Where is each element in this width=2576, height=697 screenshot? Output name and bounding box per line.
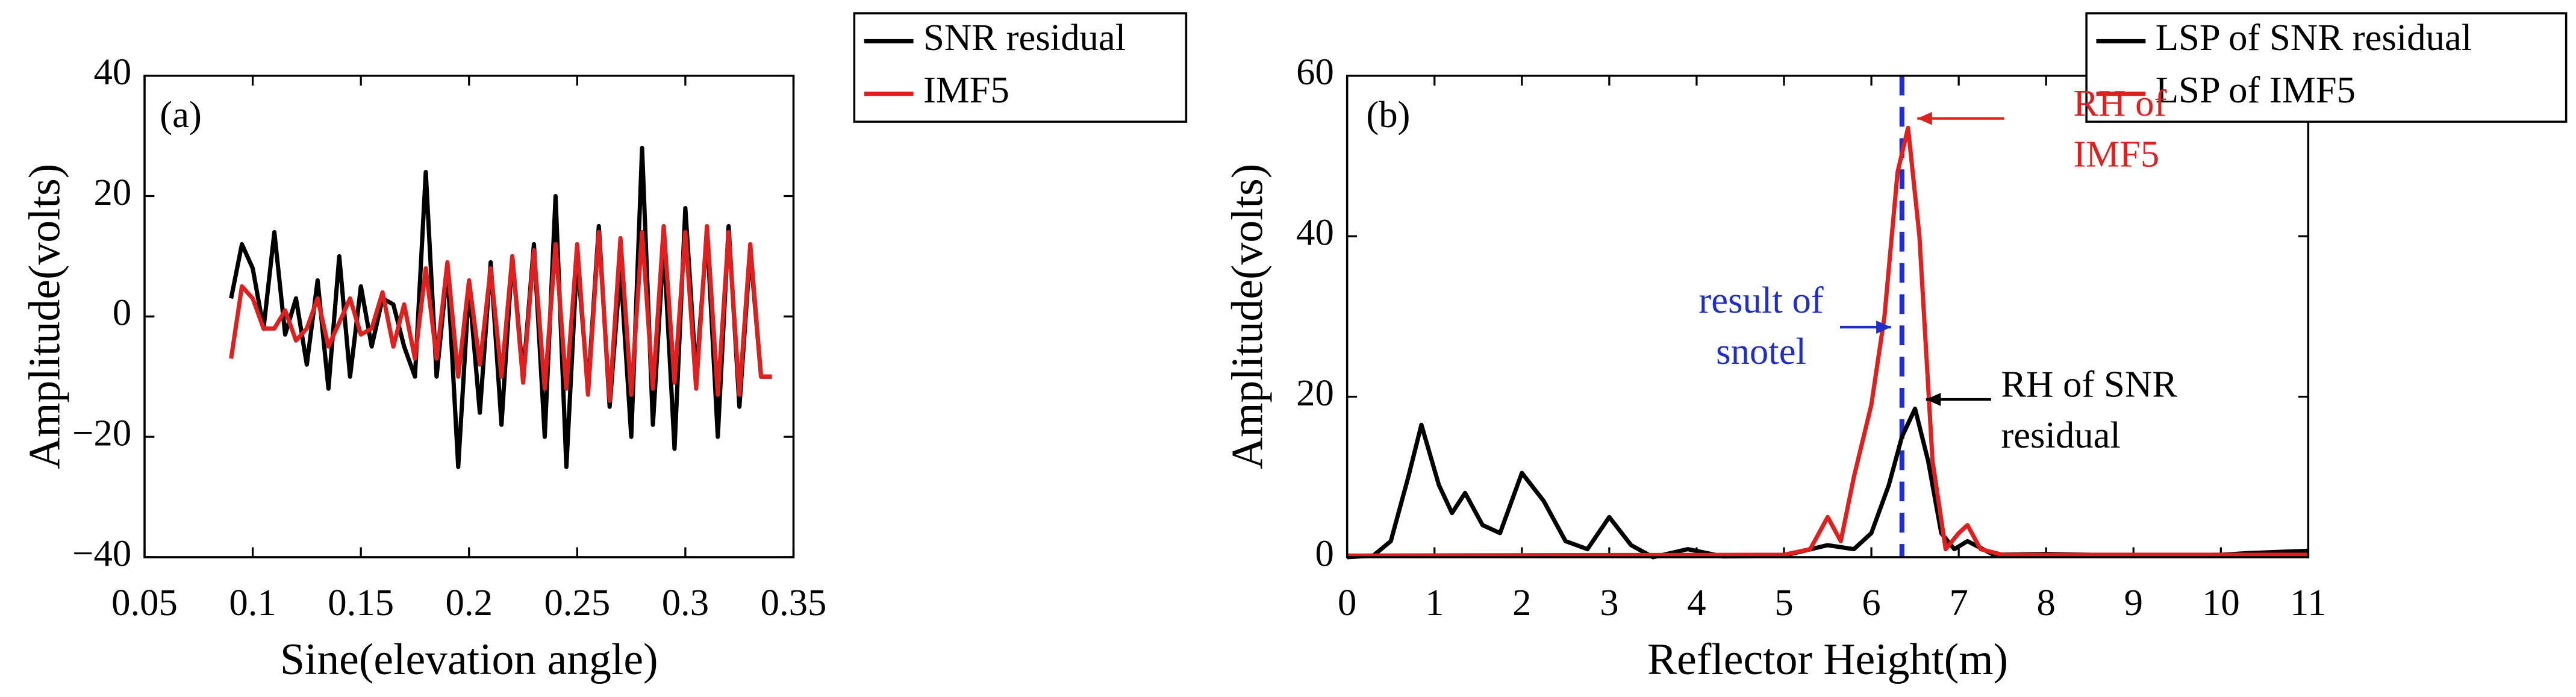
y-tick-label: 0 bbox=[113, 292, 131, 334]
x-tick-label: 0 bbox=[1338, 581, 1356, 624]
y-axis-label: Amplitude(volts) bbox=[20, 164, 69, 469]
x-tick-label: 0.35 bbox=[761, 581, 827, 624]
legend-label: LSP of SNR residual bbox=[2156, 16, 2472, 58]
annotation: snotel bbox=[1716, 330, 1806, 372]
axes-frame bbox=[1346, 74, 2310, 558]
y-tick-label: 20 bbox=[93, 171, 131, 213]
x-tick-label: 0.1 bbox=[229, 581, 276, 624]
legend-box bbox=[2085, 12, 2568, 123]
x-tick-label: 1 bbox=[1425, 581, 1444, 624]
x-tick-label: 7 bbox=[1949, 581, 1968, 624]
x-tick-label: 0.05 bbox=[111, 581, 178, 624]
y-tick-label: 0 bbox=[1315, 532, 1334, 574]
annotation: IMF5 bbox=[2073, 133, 2159, 175]
data-line bbox=[229, 223, 772, 403]
data-line bbox=[1347, 125, 2309, 558]
panel-label: (b) bbox=[1366, 93, 1410, 136]
y-axis-label: Amplitude(volts) bbox=[1222, 164, 1271, 469]
data-line bbox=[1347, 406, 2309, 560]
x-tick-label: 9 bbox=[2124, 581, 2143, 624]
x-tick-label: 4 bbox=[1687, 581, 1706, 624]
x-tick-label: 0.3 bbox=[662, 581, 709, 624]
legend-label: IMF5 bbox=[923, 69, 1009, 111]
annotation: RH of bbox=[2073, 82, 2166, 124]
annotation: residual bbox=[2001, 414, 2121, 456]
x-tick-label: 11 bbox=[2290, 581, 2326, 624]
y-tick-label: −20 bbox=[72, 412, 131, 454]
x-tick-label: 3 bbox=[1600, 581, 1618, 624]
x-tick-label: 0.2 bbox=[446, 581, 493, 624]
x-tick-label: 8 bbox=[2037, 581, 2056, 624]
legend-label: SNR residual bbox=[923, 16, 1126, 58]
y-tick-label: −40 bbox=[72, 532, 131, 574]
arrow-head bbox=[1926, 393, 1941, 406]
x-tick-label: 10 bbox=[2202, 581, 2240, 624]
y-tick-label: 40 bbox=[93, 51, 131, 93]
x-tick-label: 5 bbox=[1774, 581, 1793, 624]
x-axis-label: Reflector Height(m) bbox=[1647, 634, 2008, 684]
panel-label: (a) bbox=[160, 93, 202, 136]
axes-frame bbox=[143, 74, 795, 558]
arrow-head bbox=[1917, 111, 1932, 125]
x-tick-label: 0.15 bbox=[328, 581, 394, 624]
arrow-head bbox=[1876, 320, 1891, 334]
x-axis-label: Sine(elevation angle) bbox=[280, 634, 658, 684]
annotation: result of bbox=[1698, 279, 1823, 321]
y-tick-label: 40 bbox=[1296, 211, 1334, 253]
x-tick-label: 0.25 bbox=[544, 581, 610, 624]
legend-box bbox=[853, 12, 1188, 123]
y-tick-label: 20 bbox=[1296, 372, 1334, 414]
legend-label: LSP of IMF5 bbox=[2156, 69, 2356, 111]
x-tick-label: 2 bbox=[1512, 581, 1531, 624]
annotation: RH of SNR bbox=[2001, 363, 2177, 405]
y-tick-label: 60 bbox=[1296, 51, 1334, 93]
x-tick-label: 6 bbox=[1862, 581, 1880, 624]
